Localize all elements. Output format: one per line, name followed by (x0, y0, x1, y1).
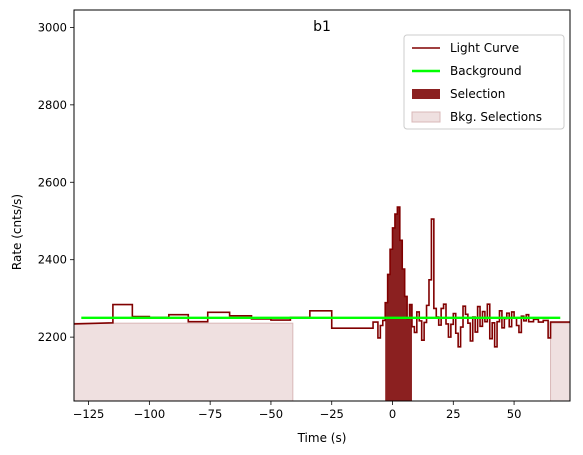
x-tick-label: 25 (446, 407, 461, 421)
plot-area (74, 206, 570, 401)
y-tick-label: 3000 (38, 20, 67, 34)
axes-frame (73, 9, 571, 402)
legend-label-bkg-selections: Bkg. Selections (450, 110, 542, 124)
y-tick-label: 2600 (38, 175, 67, 189)
x-tick-label: −100 (134, 407, 166, 421)
chart-title: b1 (313, 19, 331, 35)
x-tick-label: −25 (320, 407, 344, 421)
legend-label-background: Background (450, 64, 522, 78)
x-tick-label: −75 (198, 407, 222, 421)
plot-content (74, 206, 570, 401)
y-tick-label: 2800 (38, 98, 67, 112)
legend: Light Curve Background Selection Bkg. Selec… (403, 34, 565, 130)
light-curve-line (74, 206, 570, 348)
x-tick-label: −50 (259, 407, 283, 421)
y-tick-label: 2400 (38, 253, 67, 267)
bkg-selection-region-1 (550, 322, 570, 401)
legend-swatch-bkg-selections (411, 111, 441, 123)
bkg-selection-region-0 (74, 322, 294, 401)
legend-swatch-selection (412, 89, 440, 99)
legend-label-selection: Selection (450, 87, 505, 101)
axes: −125 −100 −75 −50 −25 0 25 50 2200 2400 2600 2800 30… (38, 9, 571, 421)
legend-box (403, 34, 565, 130)
x-tick-label: −125 (73, 407, 105, 421)
x-tick-label: 50 (507, 407, 522, 421)
y-axis-label: Rate (cnts/s) (10, 194, 24, 270)
selection-area (385, 207, 412, 401)
y-tick-label: 2200 (38, 330, 67, 344)
x-axis-label: Time (s) (297, 431, 347, 445)
legend-label-light-curve: Light Curve (450, 41, 519, 55)
x-tick-label: 0 (389, 407, 396, 421)
